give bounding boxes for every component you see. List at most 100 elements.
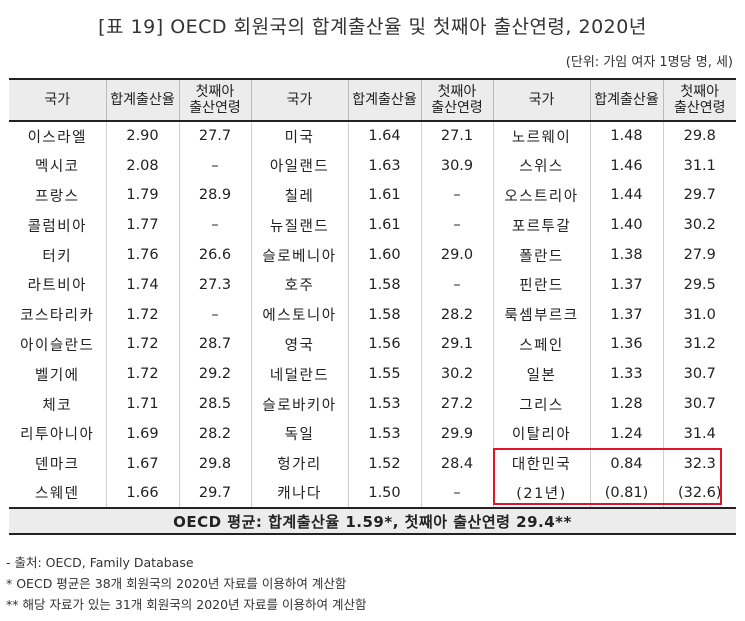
tfr-cell: 2.90 [105, 121, 179, 151]
country-cell: 호주 [250, 269, 348, 300]
first-birth-age-cell: 28.2 [178, 418, 251, 449]
first-birth-age-cell: – [178, 299, 251, 330]
first-birth-age-cell: 27.7 [178, 121, 251, 151]
table-title: [표 19] OECD 회원국의 합계출산율 및 첫째아 출산연령, 2020년 [98, 16, 647, 38]
tfr-cell: 1.46 [589, 150, 663, 181]
header-tfr: 합계출산율 [347, 78, 421, 122]
table-row: 아이슬란드 1.72 28.7 영국 1.56 29.1 스페인 1.36 31.2 [9, 329, 736, 360]
first-birth-age-cell: 30.2 [420, 359, 493, 390]
country-cell: 노르웨이 [492, 121, 590, 151]
header-first-birth-age: 첫째아 출산연령 [420, 78, 493, 122]
country-cell: 스위스 [492, 150, 590, 181]
country-cell: 폴란드 [492, 240, 590, 270]
country-cell: 헝가리 [250, 448, 348, 479]
country-cell: 핀란드 [492, 269, 590, 300]
country-cell: 슬로바키아 [250, 389, 348, 419]
country-cell: 포르투갈 [492, 210, 590, 241]
table-row: 체코 1.71 28.5 슬로바키아 1.53 27.2 그리스 1.28 30.7 [9, 389, 736, 419]
tfr-cell: 1.72 [105, 359, 179, 390]
first-birth-age-cell: 29.7 [662, 180, 736, 211]
fertility-table-container: 국가 합계출산율 첫째아 출산연령 국가 합계출산율 첫째아 출산연령 국가 합계출… [9, 78, 736, 536]
tfr-cell: 1.52 [347, 448, 421, 479]
country-cell: 이스라엘 [27, 129, 87, 146]
first-birth-age-cell: 30.9 [420, 150, 493, 181]
country-cell: 아이슬란드 [20, 337, 95, 354]
tfr-cell: 1.60 [347, 240, 421, 270]
footnotes: - 출처: OECD, Family Database * OECD 평균은 3… [6, 552, 366, 615]
first-birth-age-cell: 31.2 [662, 329, 736, 360]
first-birth-age-cell: 29.7 [178, 478, 251, 509]
tfr-cell: 1.64 [347, 121, 421, 151]
country-cell: 프랑스 [34, 188, 80, 205]
country-cell: 리투아니아 [20, 427, 95, 444]
first-birth-age-cell: – [420, 478, 493, 509]
country-cell: 캐나다 [250, 478, 348, 509]
country-cell: 오스트리아 [492, 180, 590, 211]
tfr-cell: 1.77 [105, 210, 179, 241]
tfr-cell: 1.58 [347, 269, 421, 300]
country-cell: 스웨덴 [34, 486, 80, 503]
tfr-cell: 1.37 [589, 269, 663, 300]
first-birth-age-cell: 28.2 [420, 299, 493, 330]
first-birth-age-cell: 29.5 [662, 269, 736, 300]
country-cell: 라트비아 [27, 278, 87, 295]
header-tfr: 합계출산율 [105, 78, 179, 122]
first-birth-age-cell: 30.2 [662, 210, 736, 241]
country-cell: 칠레 [250, 180, 348, 211]
table-row: 콜럼비아 1.77– 뉴질랜드 1.61– 포르투갈 1.40 30.2 [9, 210, 736, 241]
tfr-cell: 0.84 [589, 448, 663, 479]
tfr-cell: 1.69 [105, 418, 179, 449]
table-row: 멕시코 2.08– 아일랜드 1.63 30.9 스위스 1.46 31.1 [9, 150, 736, 181]
country-cell: 룩셈부르크 [492, 299, 590, 330]
table-row: 코스타리카 1.72– 에스토니아 1.58 28.2 룩셈부르크 1.37 31.0 [9, 299, 736, 330]
first-birth-age-cell: 32.3 [662, 448, 736, 479]
first-birth-age-cell: 27.9 [662, 240, 736, 270]
country-cell: 대한민국 [492, 448, 590, 479]
tfr-cell: 1.79 [105, 180, 179, 211]
tfr-cell: 1.44 [589, 180, 663, 211]
first-birth-age-cell: 27.1 [420, 121, 493, 151]
footnote-1: * OECD 평균은 38개 회원국의 2020년 자료를 이용하여 계산함 [6, 576, 347, 591]
source-note: - 출처: OECD, Family Database [6, 555, 194, 570]
country-cell: 에스토니아 [250, 299, 348, 330]
first-birth-age-cell: – [178, 150, 251, 181]
tfr-cell: 1.33 [589, 359, 663, 390]
country-cell: 미국 [250, 121, 348, 151]
tfr-cell: 1.50 [347, 478, 421, 509]
tfr-cell: 1.24 [589, 418, 663, 449]
tfr-cell: 1.58 [347, 299, 421, 330]
first-birth-age-cell: 31.4 [662, 418, 736, 449]
tfr-cell: 1.74 [105, 269, 179, 300]
first-birth-age-cell: – [420, 269, 493, 300]
table-row: 라트비아 1.74 27.3 호주 1.58– 핀란드 1.37 29.5 [9, 269, 736, 300]
first-birth-age-cell: 29.2 [178, 359, 251, 390]
country-cell: 스페인 [492, 329, 590, 360]
tfr-cell: 1.72 [105, 299, 179, 330]
tfr-cell: 1.72 [105, 329, 179, 360]
country-cell: 콜럼비아 [27, 218, 87, 235]
tfr-cell: (0.81) [589, 478, 663, 509]
first-birth-age-cell: 30.7 [662, 359, 736, 390]
country-cell: 이탈리아 [492, 418, 590, 449]
country-cell: 일본 [492, 359, 590, 390]
tfr-cell: 1.56 [347, 329, 421, 360]
first-birth-age-cell: 30.7 [662, 389, 736, 419]
tfr-cell: 1.66 [105, 478, 179, 509]
country-cell: 슬로베니아 [250, 240, 348, 270]
first-birth-age-cell: 26.6 [178, 240, 251, 270]
first-birth-age-cell: – [420, 180, 493, 211]
tfr-cell: 1.76 [105, 240, 179, 270]
tfr-cell: 1.67 [105, 448, 179, 479]
first-birth-age-cell: 28.7 [178, 329, 251, 360]
header-country: 국가 [492, 78, 590, 122]
tfr-cell: 1.61 [347, 180, 421, 211]
header-country: 국가 [9, 78, 106, 122]
tfr-cell: 1.37 [589, 299, 663, 330]
first-birth-age-cell: 28.9 [178, 180, 251, 211]
country-cell: 벨기에 [34, 367, 80, 384]
footnote-2: ** 해당 자료가 있는 31개 회원국의 2020년 자료를 이용하여 계산함 [6, 597, 367, 612]
table-row: 스웨덴 1.66 29.7 캐나다 1.50– (21년) (0.81) (32.6) [9, 478, 736, 509]
country-cell: (21년) [492, 478, 590, 509]
tfr-cell: 1.53 [347, 418, 421, 449]
first-birth-age-cell: 28.5 [178, 389, 251, 419]
